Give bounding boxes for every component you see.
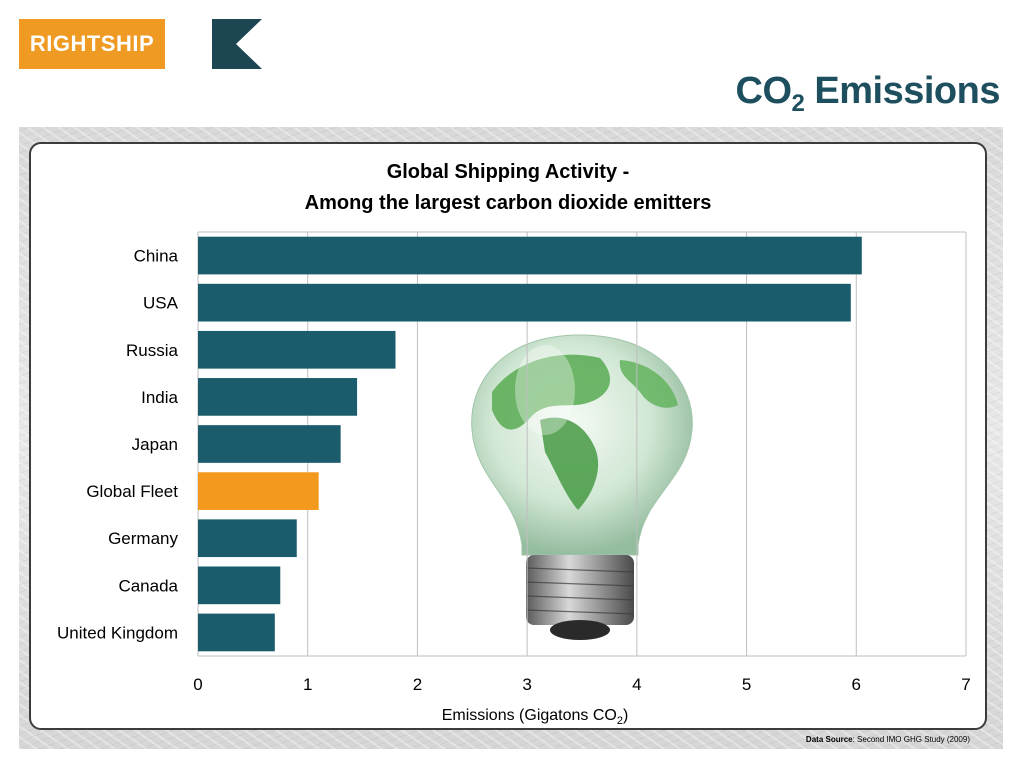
chart-title-line: Among the largest carbon dioxide emitter… [305,192,712,214]
chart-title: Global Shipping Activity - Among the larg… [305,161,712,214]
category-label: USA [143,294,179,313]
category-label: Russia [126,341,179,360]
x-tick-label: 7 [961,675,970,694]
x-tick-label: 6 [852,675,861,694]
x-tick-label: 2 [413,675,422,694]
x-axis-label-main: Emissions (Gigatons CO [442,707,617,724]
bar-russia [198,330,396,369]
bar-united-kingdom [198,613,275,652]
category-label: China [134,247,179,266]
title-rest: Emissions [804,70,1000,112]
x-axis-label: Emissions (Gigatons CO2) [442,707,629,727]
category-label: Japan [132,435,178,454]
bar-canada [198,566,281,605]
chart-category-labels: China USA Russia India Japan Global Fleet Germ… [57,247,179,643]
data-source-label: Data Source [805,735,853,744]
title-main: CO [735,70,793,112]
slide-title: CO2 Emissions [736,70,1001,118]
chart-x-ticks: 0 1 2 3 4 5 6 7 [193,675,970,694]
bar-india [198,378,358,416]
category-label: United Kingdom [57,623,178,642]
chart-title-line: Global Shipping Activity - [387,161,630,183]
chevron-logo-icon [212,19,262,69]
x-tick-label: 0 [193,675,202,694]
globe-lightbulb-illustration [471,334,693,640]
bar-china [198,236,862,275]
data-source-text: : Second IMO GHG Study (2009) [852,735,970,744]
x-tick-label: 5 [742,675,751,694]
category-label: India [141,388,178,407]
category-label: Germany [108,529,178,548]
rightship-logo-text: RIGHTSHIP [29,31,155,56]
bar-germany [198,519,297,558]
x-tick-label: 1 [303,675,312,694]
x-tick-label: 4 [632,675,641,694]
category-label: Global Fleet [86,482,178,501]
rightship-logo: RIGHTSHIP [19,19,165,69]
data-source-note: Data Source: Second IMO GHG Study (2009) [806,735,970,744]
x-tick-label: 3 [522,675,531,694]
x-axis-label-end: ) [623,707,628,724]
title-subscript: 2 [791,90,805,117]
bar-global-fleet [198,472,319,510]
x-axis-label-subscript: 2 [617,715,623,727]
bar-japan [198,425,341,463]
category-label: Canada [118,576,178,595]
bar-usa [198,283,851,322]
chart-bars [198,236,862,652]
